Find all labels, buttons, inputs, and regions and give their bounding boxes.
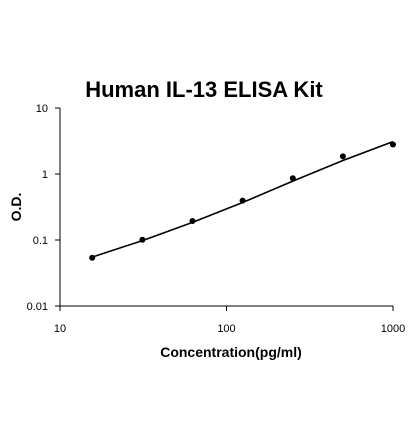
data-point [139,236,146,243]
y-tick-label: 0.1 [33,235,48,247]
x-axis-ticks: 10 100 1000 [54,306,405,335]
data-point [239,197,246,204]
chart-title: Human IL-13 ELISA Kit [85,77,323,102]
data-point [89,254,96,261]
y-tick-label: 10 [36,103,48,115]
x-tick-label: 1000 [381,323,405,335]
data-point [289,175,296,182]
y-axis-ticks: 0.01 0.1 1 10 [27,103,60,313]
data-point [390,141,396,148]
y-axis-title: O.D. [8,193,24,222]
data-point [339,153,346,160]
y-tick-label: 1 [42,169,48,181]
data-point [189,218,196,224]
x-tick-label: 100 [217,323,235,335]
y-tick-label: 0.01 [27,301,48,313]
x-tick-label: 10 [54,323,66,335]
data-points [89,141,396,261]
x-axis-title: Concentration(pg/ml) [160,344,302,360]
